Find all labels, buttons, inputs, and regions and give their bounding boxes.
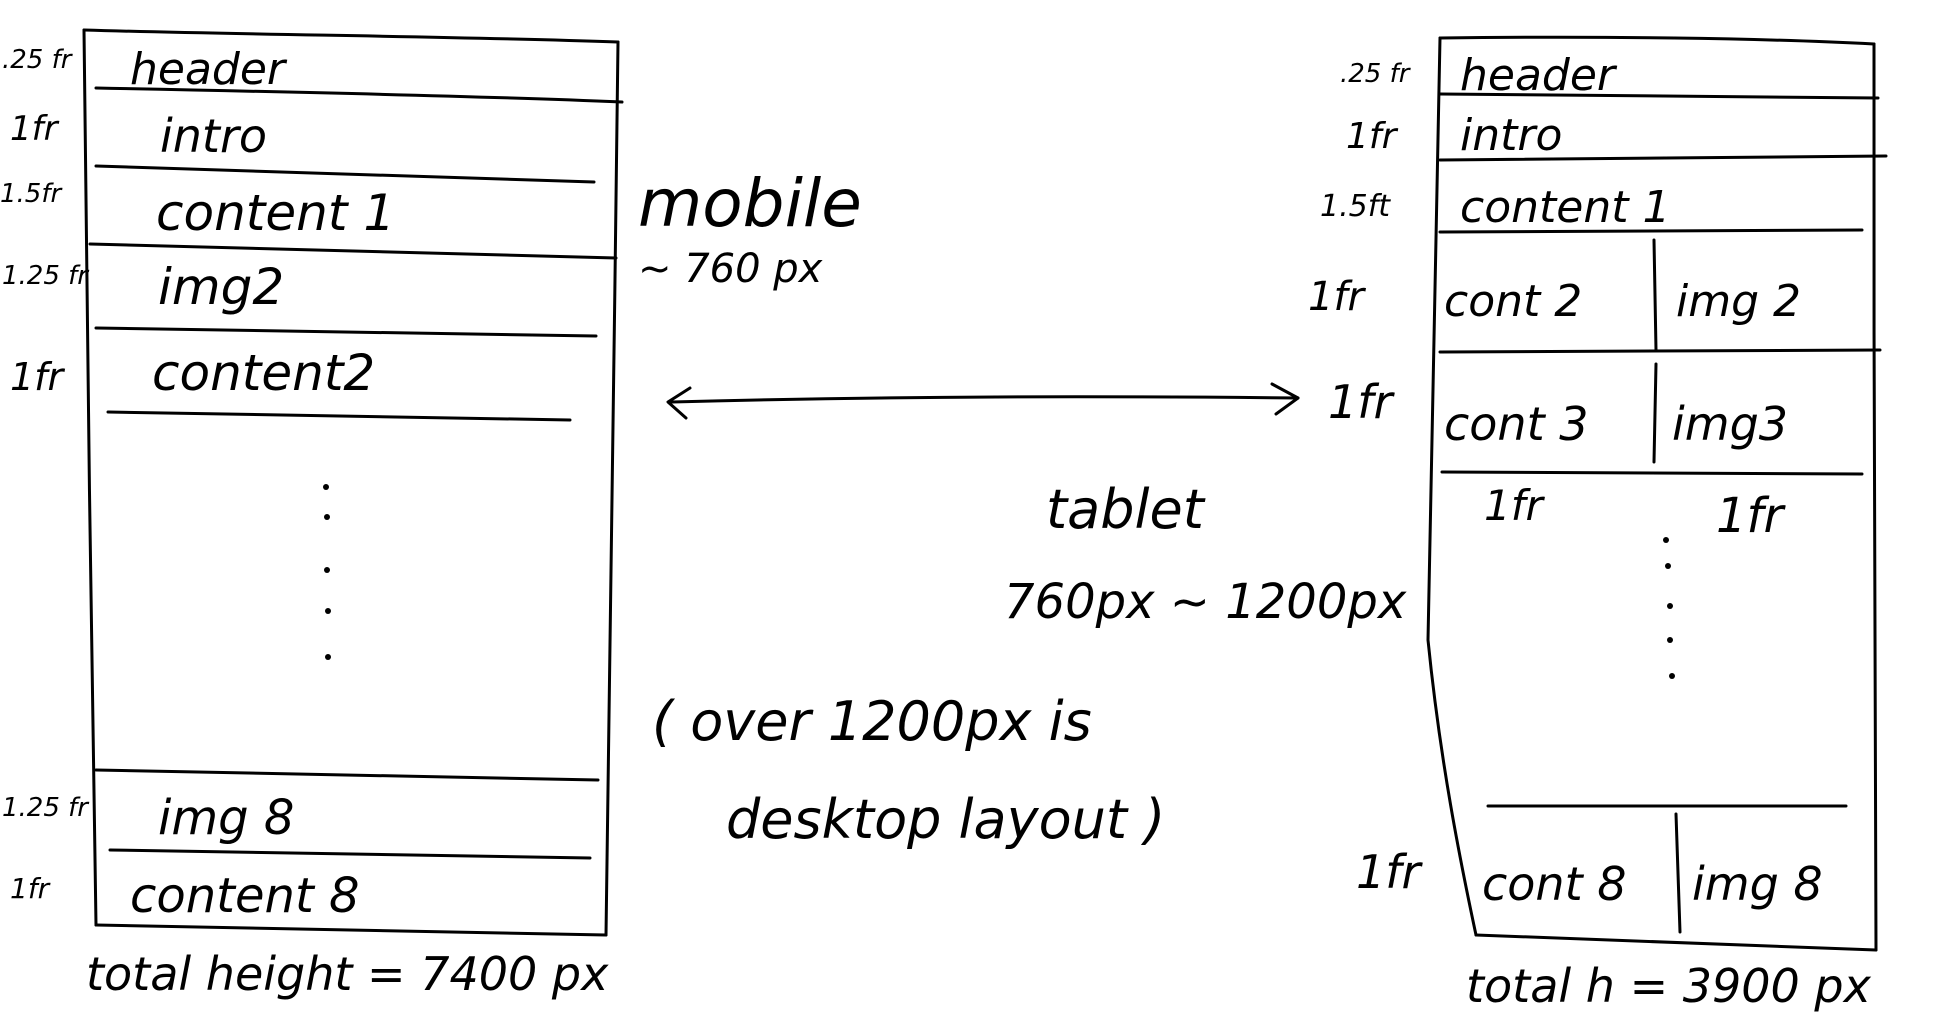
- tablet-row-img3: img3: [1672, 397, 1788, 451]
- mobile-fr-content8: 1fr: [10, 872, 51, 905]
- tablet-fr-cont8: 1fr: [1356, 845, 1423, 899]
- ellipsis-dot: [323, 484, 329, 490]
- mobile-row-content8: content 8: [130, 868, 360, 924]
- tablet-row-intro: intro: [1460, 110, 1562, 161]
- tablet-frame-left: [1428, 38, 1476, 935]
- mobile-width-note: ~ 760 px: [638, 246, 823, 292]
- tablet-row-content1: content 1: [1460, 182, 1670, 233]
- tablet-fr-header: .25 fr: [1340, 59, 1412, 89]
- tablet-column-divider: [1654, 364, 1656, 462]
- mobile-row-img2: img2: [158, 258, 284, 316]
- tablet-col-fr-left: 1fr: [1484, 481, 1546, 530]
- mobile-frame-top: [84, 30, 618, 42]
- tablet-layout: .25 fr 1fr 1.5ft 1fr 1fr 1fr 1fr 1fr hea…: [1308, 37, 1886, 1013]
- desktop-note-line2: desktop layout ): [726, 788, 1165, 851]
- ellipsis-dot: [1663, 537, 1669, 543]
- mobile-layout: .25 fr 1fr 1.5fr 1.25 fr 1fr 1.25 fr 1fr…: [0, 30, 862, 1001]
- mobile-divider: [96, 328, 596, 336]
- mobile-total-height: total height = 7400 px: [86, 947, 609, 1001]
- mobile-frame-left: [84, 30, 96, 925]
- ellipsis-dot: [1669, 673, 1675, 679]
- tablet-frame-right: [1874, 44, 1876, 950]
- tablet-divider: [1440, 350, 1880, 352]
- mobile-divider: [96, 770, 598, 780]
- tablet-row-header: header: [1460, 50, 1618, 101]
- tablet-fr-intro: 1fr: [1346, 116, 1399, 157]
- arrow-shaft: [672, 397, 1298, 402]
- tablet-column-divider: [1654, 240, 1656, 350]
- ellipsis-dot: [1667, 603, 1673, 609]
- tablet-row-cont2: cont 2: [1444, 276, 1582, 327]
- ellipsis-dot: [1665, 563, 1671, 569]
- desktop-note-line1: ( over 1200px is: [652, 690, 1092, 753]
- tablet-column-divider: [1676, 814, 1680, 932]
- tablet-frame-bottom: [1476, 935, 1876, 950]
- transition-arrow: [668, 384, 1298, 418]
- tablet-total-height: total h = 3900 px: [1466, 959, 1872, 1013]
- mobile-fr-header: .25 fr: [2, 45, 74, 75]
- mobile-divider: [108, 412, 570, 420]
- ellipsis-dot: [325, 654, 331, 660]
- mobile-frame-bottom: [96, 925, 606, 935]
- mobile-fr-content2: 1fr: [10, 355, 66, 399]
- mobile-fr-img8: 1.25 fr: [2, 793, 90, 823]
- tablet-col-fr-right: 1fr: [1716, 488, 1786, 544]
- tablet-row-cont3: cont 3: [1444, 397, 1589, 451]
- mobile-row-intro: intro: [160, 109, 267, 163]
- ellipsis-dot: [1667, 637, 1673, 643]
- mobile-row-header: header: [130, 44, 288, 95]
- mobile-divider: [110, 850, 590, 858]
- tablet-fr-cont2: 1fr: [1308, 274, 1367, 320]
- tablet-fr-cont3: 1fr: [1328, 375, 1395, 429]
- tablet-row-cont8: cont 8: [1482, 857, 1627, 911]
- mobile-divider: [96, 166, 594, 182]
- mobile-fr-content1: 1.5fr: [0, 179, 64, 209]
- ellipsis-dot: [325, 608, 331, 614]
- mobile-row-content2: content2: [152, 344, 375, 402]
- mobile-title: mobile: [638, 165, 862, 242]
- tablet-title: tablet: [1046, 478, 1206, 541]
- tablet-range: 760px ~ 1200px: [1004, 574, 1407, 630]
- ellipsis-dot: [324, 567, 330, 573]
- tablet-row-img8: img 8: [1692, 857, 1823, 911]
- mobile-divider: [90, 244, 616, 258]
- mobile-frame-right: [606, 42, 618, 935]
- mobile-row-img8: img 8: [158, 790, 294, 846]
- tablet-frame-top: [1440, 37, 1874, 44]
- mobile-fr-img2: 1.25 fr: [2, 261, 90, 291]
- tablet-divider: [1442, 472, 1862, 474]
- tablet-row-img2: img 2: [1676, 276, 1801, 327]
- ellipsis-dot: [324, 514, 330, 520]
- tablet-fr-content1: 1.5ft: [1320, 189, 1391, 224]
- mobile-fr-intro: 1fr: [10, 109, 60, 149]
- mobile-row-content1: content 1: [156, 184, 395, 242]
